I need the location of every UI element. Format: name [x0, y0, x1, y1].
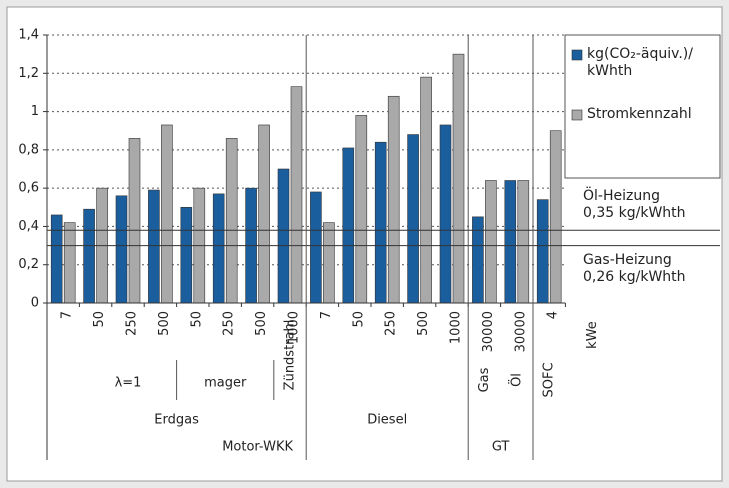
y-tick-label: 0,4 [18, 219, 39, 234]
bar [387, 95, 400, 304]
group-label: Gas [477, 367, 492, 392]
group-label: Öl [507, 373, 524, 387]
y-tick-label: 0 [31, 296, 39, 311]
legend-name: kg(CO₂-äquiv.)/ kWhth [587, 46, 693, 79]
legend-name: Stromkennzahl [587, 106, 692, 122]
bar [128, 138, 141, 304]
reference-label-line: Gas-Heizung [583, 251, 672, 268]
unit-label: kWe [585, 321, 600, 349]
bar [420, 76, 432, 304]
x-tick-label: 1000 [449, 311, 464, 344]
bar [212, 193, 225, 304]
y-tick-label: 1,4 [18, 28, 39, 43]
bar [342, 147, 355, 304]
x-tick-label: 50 [189, 311, 204, 328]
legend-box [564, 34, 721, 179]
x-tick-label: 50 [92, 311, 107, 328]
bar [323, 222, 335, 304]
bar [407, 134, 419, 304]
x-tick-label: 4 [546, 311, 561, 319]
y-tick-label: 0,6 [18, 181, 39, 196]
group-label: λ=1 [115, 376, 142, 391]
bar [161, 124, 173, 304]
bar [83, 208, 95, 304]
x-tick-label: 500 [416, 311, 431, 336]
y-tick-label: 0,2 [18, 257, 39, 272]
bar [504, 180, 517, 304]
bar [452, 53, 465, 304]
bar [50, 214, 63, 304]
bar [180, 206, 193, 304]
y-tick-label: 0,8 [18, 142, 39, 157]
x-tick-label: 30000 [513, 311, 528, 352]
bar [115, 195, 128, 304]
group-label: Motor-WKK [222, 440, 293, 455]
group-label: mager [204, 376, 247, 391]
legend-swatch [571, 49, 583, 61]
group-label: Erdgas [154, 413, 199, 428]
x-tick-label: 7 [60, 311, 75, 319]
x-tick-label: 7 [319, 311, 334, 319]
x-tick-label: 250 [222, 311, 237, 336]
reference-label: Öl-Heizung 0,35 kg/kWhth [583, 188, 686, 222]
x-tick-label: 250 [125, 311, 140, 336]
reference-label-line: 0,35 kg/kWhth [583, 205, 686, 222]
group-label: Zündstrahl [283, 320, 298, 391]
bar [258, 124, 270, 304]
bar [290, 86, 303, 304]
x-tick-label: 1000 [287, 311, 302, 344]
x-tick-label: 50 [351, 311, 366, 328]
bar [310, 191, 322, 304]
x-tick-label: 500 [157, 311, 172, 336]
bar [536, 199, 549, 304]
reference-label: Gas-Heizung 0,26 kg/kWhth [583, 252, 686, 286]
legend-swatch [571, 109, 583, 121]
reference-label-line: 0,26 kg/kWhth [583, 268, 686, 285]
group-label: GT [492, 440, 510, 455]
bar [485, 180, 497, 304]
bar [277, 168, 290, 304]
group-label: Diesel [367, 413, 407, 428]
bar [148, 189, 160, 304]
bar [517, 180, 530, 304]
bar [225, 138, 238, 304]
bar [439, 124, 452, 304]
bar [549, 130, 562, 304]
group-label: SOFC [542, 362, 557, 397]
bar [355, 115, 368, 304]
x-tick-label: 30000 [481, 311, 496, 352]
bar [63, 222, 76, 304]
y-tick-label: 1,2 [18, 66, 39, 81]
x-tick-label: 500 [254, 311, 269, 336]
bar [374, 141, 387, 304]
reference-label-line: Öl-Heizung [583, 188, 660, 205]
y-tick-label: 1 [31, 104, 39, 119]
x-tick-label: 250 [384, 311, 399, 336]
